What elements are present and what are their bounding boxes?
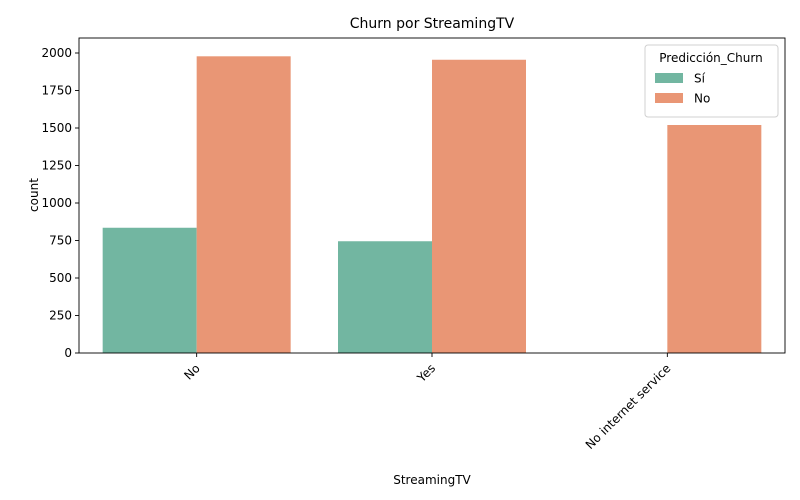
bar-Sí-no	[102, 227, 197, 353]
y-tick-label: 1500	[41, 121, 72, 135]
y-tick-label: 250	[49, 309, 72, 323]
y-tick-label: 0	[64, 346, 72, 360]
legend-label: Sí	[694, 72, 706, 86]
y-tick-label: 1750	[41, 84, 72, 98]
legend: Predicción_Churn Sí No	[644, 44, 779, 118]
x-axis-ticks: No Yes No internet service	[181, 353, 673, 452]
legend-swatch-No	[655, 93, 683, 103]
y-tick-label: 1000	[41, 196, 72, 210]
x-tick-label: No	[181, 361, 202, 382]
bar-Sí-yes	[338, 241, 432, 353]
y-axis-label: count	[27, 178, 41, 212]
y-tick-label: 2000	[41, 46, 72, 60]
legend-swatch-Sí	[655, 73, 683, 83]
bar-No-no-internet-service	[667, 125, 762, 353]
bars-layer	[102, 56, 762, 354]
x-tick-label: Yes	[414, 361, 438, 385]
y-axis-ticks: 0 250 500 750 1000 1250 1500 1750 2000	[41, 46, 79, 360]
x-axis-label: StreamingTV	[393, 473, 471, 487]
legend-label: No	[694, 92, 710, 106]
y-tick-label: 750	[49, 234, 72, 248]
y-tick-label: 500	[49, 271, 72, 285]
bar-No-no	[196, 56, 291, 354]
y-tick-label: 1250	[41, 159, 72, 173]
legend-title: Predicción_Churn	[659, 51, 762, 65]
x-tick-label: No internet service	[583, 361, 674, 452]
bar-No-yes	[432, 59, 526, 353]
chart-title: Churn por StreamingTV	[350, 16, 515, 32]
legend-items: Sí No	[655, 72, 710, 106]
